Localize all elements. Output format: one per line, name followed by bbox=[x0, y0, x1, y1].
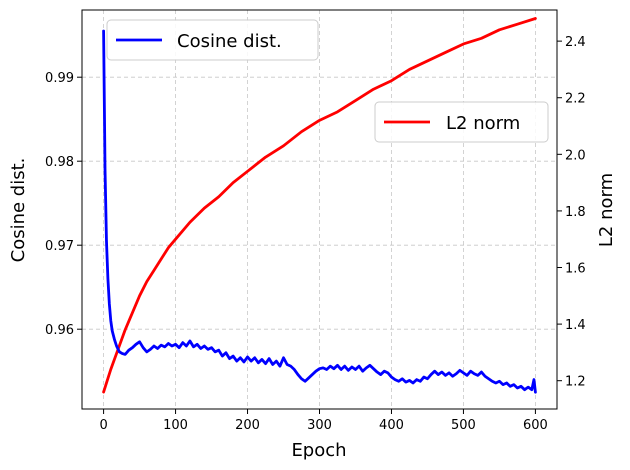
right-y-tick-label: 2.0 bbox=[565, 148, 586, 163]
x-tick-label: 500 bbox=[451, 418, 476, 433]
legend-l2-norm: L2 norm bbox=[374, 101, 549, 143]
x-tick-label: 600 bbox=[523, 418, 548, 433]
right-y-tick-label: 2.2 bbox=[565, 92, 586, 107]
left-y-axis-title: Cosine dist. bbox=[8, 158, 29, 263]
right-y-axis-ticks: 1.2 1.4 1.6 1.8 2.0 2.2 2.4 bbox=[557, 35, 586, 390]
legend-cosine-dist: Cosine dist. bbox=[106, 19, 319, 61]
x-tick-label: 400 bbox=[379, 418, 404, 433]
x-tick-label: 0 bbox=[99, 418, 107, 433]
x-axis-ticks: 0 100 200 300 400 500 600 bbox=[99, 409, 548, 433]
left-y-tick-label: 0.98 bbox=[45, 155, 74, 170]
x-tick-label: 300 bbox=[307, 418, 332, 433]
right-y-axis-title: L2 norm bbox=[596, 173, 617, 247]
l2-norm-series-line bbox=[102, 17, 537, 394]
series-layer bbox=[102, 17, 537, 394]
left-y-tick-label: 0.96 bbox=[45, 323, 74, 338]
left-y-tick-label: 0.99 bbox=[45, 71, 74, 86]
left-y-axis-ticks: 0.96 0.97 0.98 0.99 bbox=[45, 71, 82, 338]
cosine-dist-series-line bbox=[102, 29, 537, 394]
legend-l2-box bbox=[374, 101, 549, 143]
right-y-tick-label: 1.4 bbox=[565, 318, 586, 333]
legend-cosine-label: Cosine dist. bbox=[177, 31, 282, 52]
x-axis-title: Epoch bbox=[291, 440, 346, 461]
right-y-tick-label: 1.2 bbox=[565, 375, 586, 390]
grid bbox=[82, 10, 557, 409]
right-y-tick-label: 1.8 bbox=[565, 205, 586, 220]
right-y-tick-label: 2.4 bbox=[565, 35, 586, 50]
legend-cosine-box bbox=[106, 19, 319, 61]
left-y-tick-label: 0.97 bbox=[45, 239, 74, 254]
legend-l2-label: L2 norm bbox=[446, 113, 520, 134]
right-y-tick-label: 1.6 bbox=[565, 262, 586, 277]
x-tick-label: 100 bbox=[163, 418, 188, 433]
x-tick-label: 200 bbox=[235, 418, 260, 433]
